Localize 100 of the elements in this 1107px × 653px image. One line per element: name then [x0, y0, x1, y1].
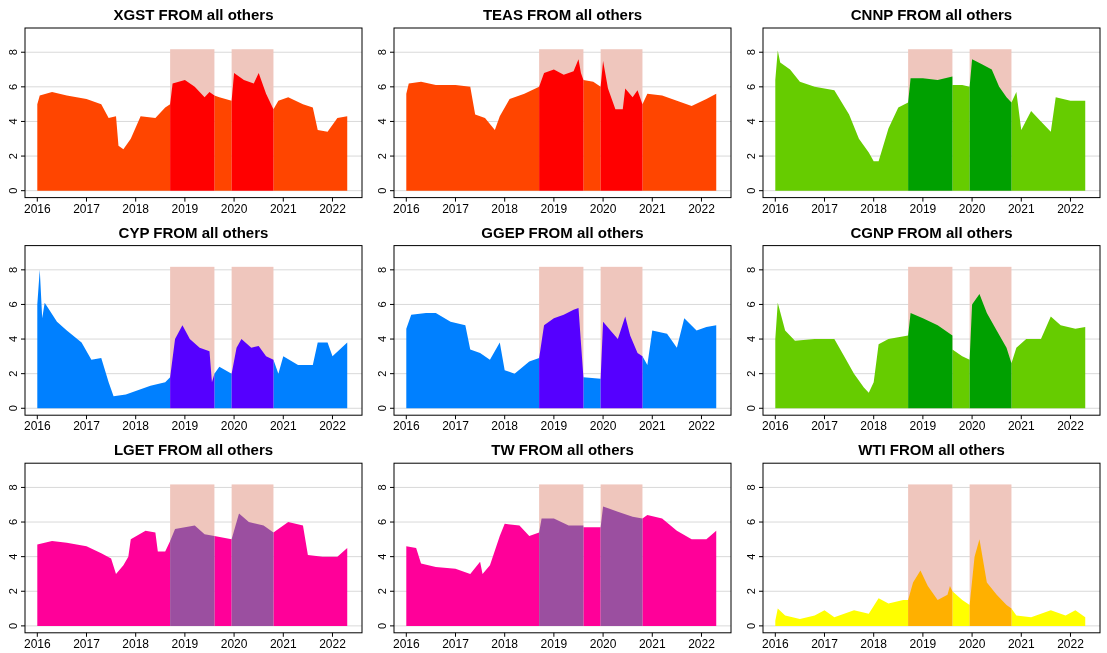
chart-title: CGNP FROM all others: [850, 223, 1013, 241]
y-tick-label: 6: [376, 301, 388, 308]
y-tick-label: 0: [376, 622, 388, 629]
y-tick-label: 2: [745, 588, 757, 595]
y-tick-label: 8: [7, 266, 19, 273]
y-tick-label: 8: [376, 484, 388, 491]
y-tick-label: 8: [376, 49, 388, 56]
x-tick-label: 2020: [220, 636, 248, 651]
chart-title: WTI FROM all others: [858, 441, 1005, 459]
y-tick-label: 0: [376, 187, 388, 194]
x-tick-label: 2020: [589, 636, 617, 651]
x-tick-label: 2017: [73, 636, 101, 651]
y-tick-label: 6: [7, 83, 19, 90]
x-tick-label: 2021: [269, 636, 297, 651]
x-tick-label: 2019: [909, 419, 937, 434]
x-tick-label: 2017: [811, 636, 839, 651]
x-tick-label: 2022: [1057, 201, 1085, 216]
y-tick-label: 6: [376, 518, 388, 526]
x-tick-label: 2018: [860, 636, 888, 651]
x-tick-label: 2021: [1007, 419, 1035, 434]
y-tick-label: 2: [376, 588, 388, 595]
y-tick-label: 0: [745, 405, 757, 412]
x-tick-label: 2018: [122, 636, 150, 651]
y-tick-label: 2: [376, 153, 388, 160]
x-tick-label: 2020: [958, 636, 986, 651]
y-tick-label: 4: [745, 118, 757, 125]
y-tick-label: 6: [745, 301, 757, 308]
y-tick-label: 4: [745, 335, 757, 343]
y-tick-label: 2: [7, 588, 19, 595]
x-tick-label: 2020: [220, 201, 248, 216]
x-tick-label: 2017: [811, 419, 839, 434]
x-tick-label: 2016: [761, 636, 789, 651]
y-tick-label: 4: [376, 118, 388, 125]
y-tick-label: 0: [7, 622, 19, 629]
x-tick-label: 2018: [491, 636, 519, 651]
y-tick-label: 4: [7, 335, 19, 343]
x-tick-label: 2017: [442, 201, 470, 216]
y-tick-label: 6: [745, 83, 757, 90]
x-tick-label: 2016: [392, 419, 420, 434]
x-tick-label: 2016: [761, 201, 789, 216]
x-tick-label: 2022: [319, 636, 347, 651]
y-tick-label: 8: [745, 49, 757, 56]
y-tick-label: 2: [376, 370, 388, 377]
x-tick-label: 2017: [811, 201, 839, 216]
x-tick-label: 2019: [909, 636, 937, 651]
x-tick-label: 2022: [688, 419, 716, 434]
y-tick-label: 4: [7, 553, 19, 560]
x-tick-label: 2022: [319, 419, 347, 434]
x-tick-label: 2020: [220, 419, 248, 434]
chart-title: GGEP FROM all others: [481, 223, 644, 241]
x-tick-label: 2019: [909, 201, 937, 216]
y-tick-label: 6: [745, 518, 757, 526]
y-tick-label: 2: [7, 370, 19, 377]
x-tick-label: 2021: [269, 201, 297, 216]
y-tick-label: 0: [745, 622, 757, 629]
y-tick-label: 8: [745, 266, 757, 273]
y-tick-label: 6: [7, 301, 19, 308]
x-tick-label: 2022: [688, 636, 716, 651]
x-tick-label: 2018: [122, 201, 150, 216]
x-tick-label: 2021: [269, 419, 297, 434]
x-tick-label: 2020: [589, 419, 617, 434]
x-tick-label: 2022: [319, 201, 347, 216]
y-tick-label: 8: [7, 484, 19, 491]
x-tick-label: 2018: [491, 201, 519, 216]
x-tick-label: 2022: [1057, 419, 1085, 434]
chart-title: CYP FROM all others: [118, 223, 269, 241]
x-tick-label: 2016: [23, 636, 51, 651]
x-tick-label: 2016: [23, 201, 51, 216]
x-tick-label: 2020: [958, 419, 986, 434]
x-tick-label: 2017: [442, 636, 470, 651]
y-tick-label: 4: [376, 553, 388, 560]
x-tick-label: 2017: [442, 419, 470, 434]
y-tick-label: 0: [7, 187, 19, 194]
x-tick-label: 2021: [638, 419, 666, 434]
x-tick-label: 2017: [73, 419, 101, 434]
x-tick-label: 2022: [1057, 636, 1085, 651]
y-tick-label: 0: [745, 187, 757, 194]
x-tick-label: 2018: [860, 201, 888, 216]
x-tick-label: 2019: [171, 419, 199, 434]
y-tick-label: 4: [7, 118, 19, 125]
x-tick-label: 2021: [638, 636, 666, 651]
x-tick-label: 2017: [73, 201, 101, 216]
x-tick-label: 2019: [171, 636, 199, 651]
x-tick-label: 2018: [491, 419, 519, 434]
y-tick-label: 8: [745, 484, 757, 491]
x-tick-label: 2022: [688, 201, 716, 216]
x-tick-label: 2021: [1007, 636, 1035, 651]
y-tick-label: 2: [7, 153, 19, 160]
y-tick-label: 6: [376, 83, 388, 90]
x-tick-label: 2019: [540, 201, 568, 216]
x-tick-label: 2019: [171, 201, 199, 216]
x-tick-label: 2020: [589, 201, 617, 216]
chart-title: XGST FROM all others: [113, 6, 274, 23]
chart-title: TEAS FROM all others: [482, 6, 643, 23]
y-tick-label: 0: [376, 405, 388, 412]
x-tick-label: 2018: [122, 419, 150, 434]
x-tick-label: 2021: [638, 201, 666, 216]
y-tick-label: 4: [376, 335, 388, 343]
y-tick-label: 2: [745, 370, 757, 377]
x-tick-label: 2016: [23, 419, 51, 434]
